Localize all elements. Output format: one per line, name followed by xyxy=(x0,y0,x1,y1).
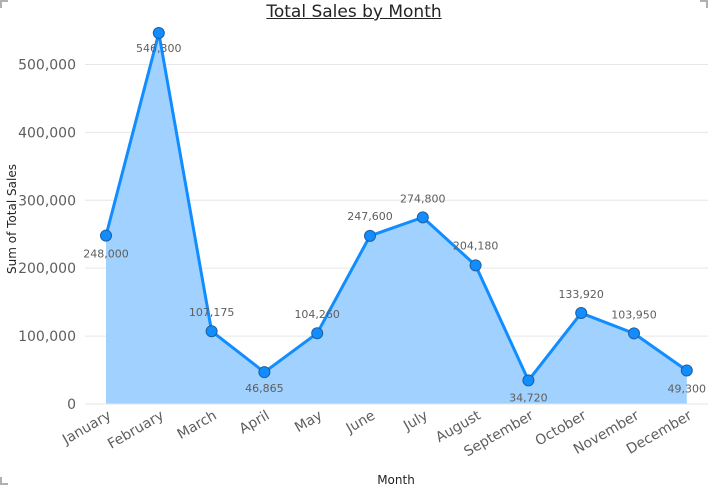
x-tick-label: March xyxy=(175,408,220,443)
data-label: 204,180 xyxy=(453,239,499,252)
x-tick-label: April xyxy=(237,408,273,438)
data-point xyxy=(469,259,482,272)
data-point xyxy=(205,325,218,338)
data-label: 103,950 xyxy=(611,308,657,321)
data-point xyxy=(100,229,112,242)
data-label: 49,300 xyxy=(668,383,707,396)
frame-corner-top-right xyxy=(700,0,708,8)
data-point xyxy=(311,327,324,340)
data-label: 133,920 xyxy=(558,288,604,301)
data-point xyxy=(416,211,429,224)
data-point xyxy=(258,366,271,379)
data-label: 274,800 xyxy=(400,192,446,205)
x-axis-title: Month xyxy=(377,473,415,485)
data-label: 247,600 xyxy=(347,210,393,223)
data-label: 546,300 xyxy=(136,42,182,55)
data-label: 107,175 xyxy=(189,306,235,319)
x-tick-label: June xyxy=(343,408,378,438)
data-point xyxy=(522,374,535,387)
data-label: 46,865 xyxy=(245,382,284,395)
data-label: 34,720 xyxy=(509,391,548,404)
data-point xyxy=(680,364,693,377)
data-point xyxy=(575,307,588,320)
y-axis-title: Sum of Total Sales xyxy=(5,164,19,274)
data-point xyxy=(152,27,165,39)
data-label: 248,000 xyxy=(83,248,129,261)
x-tick-label: May xyxy=(292,408,325,436)
data-point xyxy=(628,327,640,340)
chart-title: Total Sales by Month xyxy=(266,2,442,22)
frame-corner-bottom-left xyxy=(0,477,8,485)
series-line xyxy=(104,31,688,382)
y-tick-label: 200,000 xyxy=(18,261,76,277)
x-tick-label: January xyxy=(59,408,114,449)
y-tick-label: 500,000 xyxy=(18,57,76,73)
y-tick-label: 100,000 xyxy=(18,329,76,345)
y-tick-label: 400,000 xyxy=(18,125,76,141)
x-tick-label: February xyxy=(105,408,167,453)
x-tick-label: July xyxy=(400,408,431,435)
frame-corner-top-left xyxy=(0,0,8,8)
data-point xyxy=(364,229,376,242)
y-tick-label: 0 xyxy=(67,397,76,413)
data-label: 104,260 xyxy=(294,308,340,321)
y-tick-label: 300,000 xyxy=(18,193,76,209)
